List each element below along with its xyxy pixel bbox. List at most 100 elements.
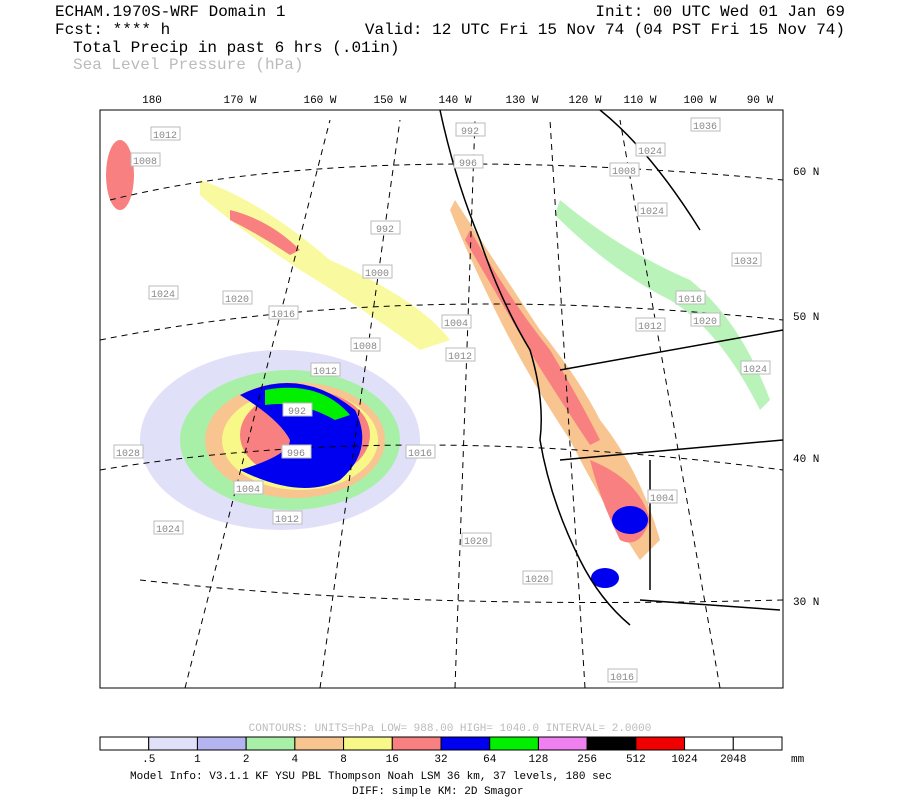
isobar-label-box [130, 152, 161, 167]
colorbar-label: 256 [577, 754, 597, 766]
isobar-label-box [281, 444, 312, 459]
isobar-label-box [675, 290, 706, 305]
lon-line [454, 119, 476, 689]
isobar-label-box [609, 162, 640, 177]
isobar-label: 1016 [271, 310, 295, 321]
isobar-label-box [455, 122, 486, 137]
isobar-label-box [350, 337, 381, 352]
precip-band [230, 210, 300, 255]
isobar-label-box [362, 264, 393, 279]
isobar-label: 1000 [365, 269, 389, 280]
isobar-label-box [647, 489, 678, 504]
precip-field [106, 140, 770, 588]
lon-label: 110 W [623, 95, 656, 107]
isobar-label: 1004 [444, 319, 468, 330]
isobar-label: 1016 [678, 295, 702, 306]
isobar-label: 1024 [638, 147, 662, 158]
colorbar-box [196, 736, 247, 751]
colorbar-label: 2048 [720, 754, 746, 766]
lat-label: 60 N [793, 167, 819, 179]
precip-band [555, 200, 770, 410]
isobar-label: 1004 [650, 494, 674, 505]
isobar-label-box [461, 532, 492, 547]
diff-info: DIFF: simple KM: 2D Smagor [352, 786, 524, 798]
isobar-label: 1032 [734, 257, 758, 268]
isobar-label-box [268, 305, 299, 320]
lon-line [319, 119, 401, 689]
colorbar-box [684, 736, 734, 751]
colorbar-label: 1 [194, 754, 201, 766]
colorbar-label: 2 [243, 754, 250, 766]
lon-label: 150 W [373, 95, 406, 107]
isobar-label-box [522, 570, 553, 585]
field-slp: Sea Level Pressure (hPa) [73, 56, 303, 74]
isobar-label-box [153, 520, 184, 535]
map-frame [99, 109, 784, 689]
lat-line [99, 303, 784, 341]
colorbar-unit: mm [791, 754, 805, 766]
lat-line [139, 579, 784, 603]
isobar-label: 996 [459, 159, 477, 170]
isobar-label-box [637, 202, 668, 217]
colorbar-label: 16 [386, 754, 399, 766]
colorbar-label: .5 [142, 754, 155, 766]
lon-label: 120 W [568, 95, 601, 107]
lat-label: 40 N [793, 454, 819, 466]
isobar-label-box [113, 444, 144, 459]
isobar-label-box [441, 314, 472, 329]
isobar-label: 1024 [743, 365, 767, 376]
colorbar: .5 1 2 4 8 16 32 64 128 256 512 1024 2048 [99, 736, 783, 766]
coastline [439, 109, 784, 626]
isobar-label-box [148, 285, 179, 300]
isobar-label: 1024 [151, 290, 175, 301]
isobar-label-box [690, 117, 721, 132]
isobar-label: 1008 [612, 167, 636, 178]
colorbar-box [732, 736, 783, 751]
lon-label: 170 W [223, 95, 256, 107]
isobar-label: 1012 [153, 131, 177, 142]
isobar-label-box [222, 290, 253, 305]
isobar-label: 1024 [156, 525, 180, 536]
isobar-label: 1016 [408, 449, 432, 460]
lon-label: 160 W [303, 95, 336, 107]
lon-label: 100 W [683, 95, 716, 107]
isobar-label: 1036 [693, 122, 717, 133]
isobar-label-box [445, 347, 476, 362]
colorbar-label: 512 [626, 754, 646, 766]
precip-area [106, 140, 134, 210]
colorbar-box [294, 736, 345, 751]
isobar-label-box [233, 480, 264, 495]
colorbar-box [440, 736, 491, 751]
isobar-label-box [370, 220, 401, 235]
lat-label: 30 N [793, 597, 819, 609]
lon-label: 130 W [505, 95, 538, 107]
isobar-label: 1020 [525, 575, 549, 586]
lon-line [184, 119, 331, 689]
colorbar-label: 4 [292, 754, 299, 766]
isobar-label: 992 [288, 407, 306, 418]
isobar-label-box [635, 317, 666, 332]
isobar-label: 992 [376, 225, 394, 236]
lon-label: 140 W [438, 95, 471, 107]
colorbar-box [489, 736, 539, 751]
lon-label: 180 [142, 95, 162, 107]
isobar-label-box [731, 252, 762, 267]
precip-core [612, 506, 648, 534]
isobar-label-box [607, 668, 638, 683]
isobar-label: 1008 [133, 157, 157, 168]
lon-label: 90 W [747, 95, 774, 107]
isobar-label: 992 [461, 127, 479, 138]
forecast-hour: Fcst: **** h [55, 21, 170, 39]
colorbar-box [99, 736, 150, 751]
isobar-label: 1028 [116, 449, 140, 460]
lat-label: 50 N [793, 312, 819, 324]
colorbar-box [586, 736, 637, 751]
isobar-label: 1012 [638, 322, 662, 333]
lon-line [619, 119, 721, 689]
isobar-label: 1012 [313, 367, 337, 378]
isobar-label: 1012 [275, 515, 299, 526]
isobar-label: 1024 [640, 207, 664, 218]
valid-time: Valid: 12 UTC Fri 15 Nov 74 (04 PST Fri … [365, 21, 845, 39]
colorbar-box [635, 736, 686, 751]
